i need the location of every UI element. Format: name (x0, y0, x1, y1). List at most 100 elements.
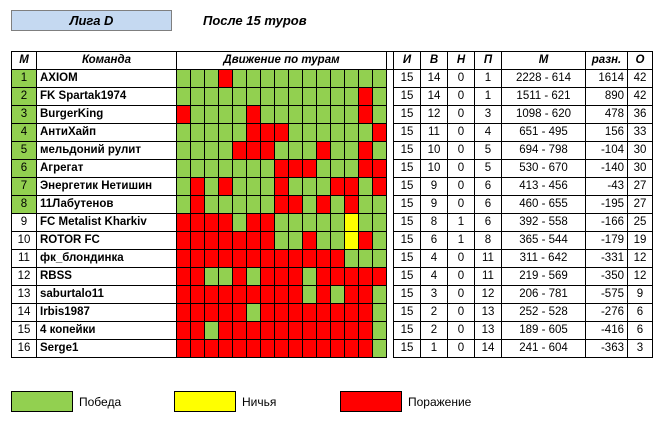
diff-cell: -140 (585, 159, 628, 178)
result-loss-cell (274, 303, 289, 322)
result-win-cell (218, 195, 233, 214)
position-cell: 7 (11, 177, 37, 196)
result-win-cell (372, 339, 387, 358)
result-win-cell (232, 123, 247, 142)
played-cell: 15 (393, 105, 421, 124)
points-cell: 42 (627, 87, 653, 106)
gap-cell (386, 105, 394, 124)
result-win-cell (288, 69, 303, 88)
result-loss-cell (190, 177, 205, 196)
result-loss-cell (372, 159, 387, 178)
result-loss-cell (260, 339, 275, 358)
result-win-cell (372, 195, 387, 214)
played-cell: 15 (393, 231, 421, 250)
result-loss-cell (232, 339, 247, 358)
result-loss-cell (232, 267, 247, 286)
result-win-cell (232, 159, 247, 178)
won-cell: 9 (420, 177, 448, 196)
result-win-cell (204, 267, 219, 286)
table-row: 4 АнтиХайп 15 11 0 4 651 - 495 156 33 (11, 123, 653, 142)
result-win-cell (288, 177, 303, 196)
result-loss-cell (260, 231, 275, 250)
result-loss-cell (260, 123, 275, 142)
position-cell: 5 (11, 141, 37, 160)
result-win-cell (344, 123, 359, 142)
table-row: 2 FK Spartak1974 15 14 0 1 1511 - 621 890 42 (11, 87, 653, 106)
table-row: 7 Энергетик Нетишин 15 9 0 6 413 - 456 -43 27 (11, 177, 653, 196)
result-win-cell (218, 267, 233, 286)
won-cell: 10 (420, 141, 448, 160)
gap-cell (386, 339, 394, 358)
result-loss-cell (344, 339, 359, 358)
position-cell: 2 (11, 87, 37, 106)
result-win-cell (330, 159, 345, 178)
gap-cell (386, 159, 394, 178)
result-loss-cell (246, 339, 261, 358)
result-loss-cell (260, 213, 275, 232)
diff-cell: 890 (585, 87, 628, 106)
result-win-cell (372, 321, 387, 340)
legend-draw-label: Ничья (242, 394, 277, 409)
col-lost: П (474, 51, 502, 70)
position-cell: 14 (11, 303, 37, 322)
result-loss-cell (260, 249, 275, 268)
result-win-cell (176, 141, 191, 160)
result-win-cell (302, 195, 317, 214)
result-win-cell (372, 249, 387, 268)
result-win-cell (260, 159, 275, 178)
played-cell: 15 (393, 195, 421, 214)
diff-cell: -179 (585, 231, 628, 250)
played-cell: 15 (393, 339, 421, 358)
played-cell: 15 (393, 267, 421, 286)
result-loss-cell (302, 231, 317, 250)
result-loss-cell (358, 339, 373, 358)
table-row: 10 ROTOR FC 15 6 1 8 365 - 544 -179 19 (11, 231, 653, 250)
result-loss-cell (288, 321, 303, 340)
col-diff: разн. (585, 51, 628, 70)
result-loss-cell (372, 177, 387, 196)
result-loss-cell (246, 213, 261, 232)
played-cell: 15 (393, 285, 421, 304)
goals-cell: 189 - 605 (501, 321, 586, 340)
result-loss-cell (204, 213, 219, 232)
gap-cell (386, 177, 394, 196)
won-cell: 14 (420, 69, 448, 88)
header-row: М Команда Движение по турам И В Н П М ра… (11, 51, 653, 70)
table-row: 6 Агрегат 15 10 0 5 530 - 670 -140 30 (11, 159, 653, 178)
result-win-cell (190, 87, 205, 106)
result-win-cell (218, 123, 233, 142)
goals-cell: 2228 - 614 (501, 69, 586, 88)
played-cell: 15 (393, 177, 421, 196)
legend-win: Победа (11, 391, 121, 412)
result-loss-cell (218, 231, 233, 250)
result-loss-cell (218, 321, 233, 340)
result-loss-cell (274, 267, 289, 286)
table-row: 15 4 копейки 15 2 0 13 189 - 605 -416 6 (11, 321, 653, 340)
result-loss-cell (190, 213, 205, 232)
result-win-cell (330, 141, 345, 160)
legend-draw-swatch (174, 391, 236, 412)
result-loss-cell (260, 267, 275, 286)
result-draw-cell (344, 213, 359, 232)
result-loss-cell (358, 285, 373, 304)
table-row: 13 saburtalo11 15 3 0 12 206 - 781 -575 9 (11, 285, 653, 304)
played-cell: 15 (393, 159, 421, 178)
result-win-cell (260, 105, 275, 124)
result-loss-cell (330, 177, 345, 196)
result-loss-cell (344, 285, 359, 304)
points-cell: 30 (627, 159, 653, 178)
points-cell: 6 (627, 321, 653, 340)
points-cell: 19 (627, 231, 653, 250)
result-loss-cell (232, 285, 247, 304)
result-win-cell (288, 123, 303, 142)
result-loss-cell (260, 303, 275, 322)
result-loss-cell (190, 303, 205, 322)
team-name: 11Лабутенов (36, 195, 177, 214)
played-cell: 15 (393, 87, 421, 106)
result-win-cell (246, 69, 261, 88)
result-win-cell (288, 231, 303, 250)
result-loss-cell (232, 321, 247, 340)
result-win-cell (302, 285, 317, 304)
gap-cell (386, 303, 394, 322)
table-row: 12 RBSS 15 4 0 11 219 - 569 -350 12 (11, 267, 653, 286)
